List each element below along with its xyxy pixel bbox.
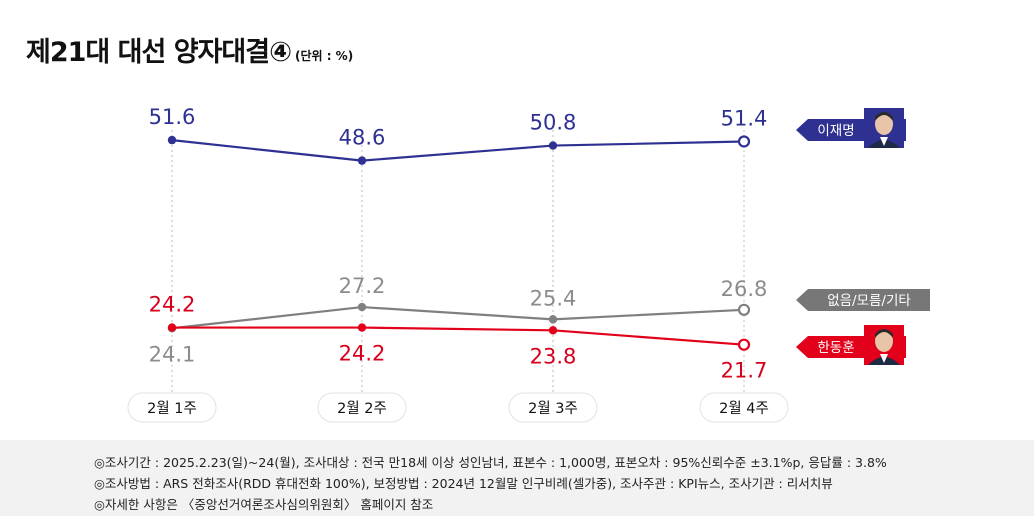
data-label: 21.7 bbox=[721, 359, 768, 383]
category-pill-3 bbox=[508, 392, 598, 423]
legend-label: 없음/모름/기타 bbox=[827, 293, 911, 309]
data-point bbox=[357, 156, 367, 165]
data-label: 24.1 bbox=[149, 342, 196, 366]
data-label: 26.8 bbox=[721, 277, 768, 301]
legend-tag bbox=[796, 289, 930, 311]
survey-note-period: ◎조사기간 : 2025.2.23(일)~24(월), 조사대상 : 전국 만1… bbox=[94, 455, 887, 470]
line-chart: 2월 1주 2월 2주 2월 3주 2월 4주 51.6 48.6 50.8 51.4 24.1… bbox=[127, 105, 930, 423]
x-tick-label: 2월 4주 bbox=[719, 400, 769, 417]
data-label: 51.6 bbox=[149, 105, 196, 129]
x-tick-label: 2월 3주 bbox=[528, 400, 578, 417]
category-pill-1 bbox=[127, 392, 217, 423]
data-point bbox=[548, 315, 558, 324]
data-point bbox=[357, 323, 367, 332]
x-tick-label: 2월 1주 bbox=[147, 400, 197, 417]
data-point bbox=[737, 338, 751, 351]
candidate-portrait bbox=[864, 108, 904, 148]
data-point bbox=[167, 135, 177, 145]
data-label: 24.2 bbox=[339, 342, 386, 366]
data-point bbox=[548, 326, 558, 335]
data-label: 27.2 bbox=[339, 274, 386, 298]
x-tick-label: 2월 2주 bbox=[337, 400, 387, 417]
legend-label: 이재명 bbox=[817, 123, 854, 139]
category-pill-4 bbox=[699, 392, 789, 423]
series-line bbox=[171, 305, 745, 330]
data-point bbox=[167, 323, 177, 332]
data-label: 51.4 bbox=[721, 106, 768, 130]
data-label: 25.4 bbox=[530, 286, 577, 310]
survey-notes: ◎조사기간 : 2025.2.23(일)~24(월), 조사대상 : 전국 만1… bbox=[0, 440, 1034, 516]
data-label: 23.8 bbox=[530, 344, 577, 368]
survey-note-reference: ◎자세한 사항은 〈중앙선거여론조사심의위원회〉 홈페이지 참조 bbox=[94, 497, 434, 512]
data-point bbox=[548, 141, 558, 150]
data-point bbox=[737, 303, 751, 316]
legend-label: 한동훈 bbox=[817, 340, 854, 356]
data-point bbox=[737, 135, 751, 148]
unit-label: (단위 : %) bbox=[294, 49, 354, 63]
data-label: 48.6 bbox=[339, 126, 386, 150]
series-line bbox=[171, 139, 745, 162]
candidate-portrait bbox=[864, 325, 904, 365]
data-label: 50.8 bbox=[530, 111, 577, 135]
data-point bbox=[357, 302, 367, 312]
survey-note-method: ◎조사방법 : ARS 전화조사(RDD 휴대전화 100%), 보정방법 : … bbox=[94, 476, 833, 491]
data-label: 24.2 bbox=[149, 293, 196, 317]
chart-title: 제21대 대선 양자대결④ bbox=[26, 37, 292, 68]
title-row: 제21대 대선 양자대결④ (단위 : %) bbox=[26, 30, 353, 69]
series-line bbox=[172, 326, 745, 346]
category-pill-2 bbox=[317, 392, 407, 423]
